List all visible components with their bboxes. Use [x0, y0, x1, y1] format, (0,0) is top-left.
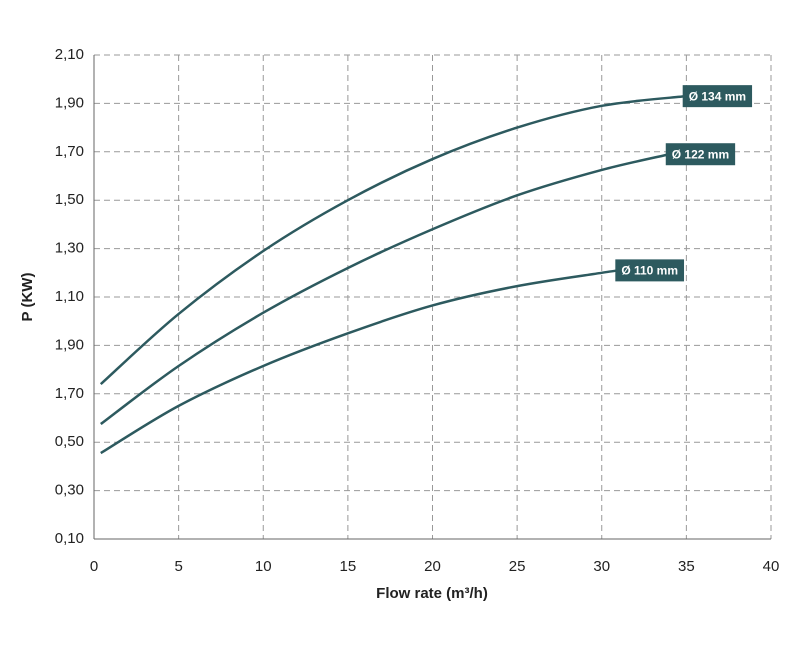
y-tick-label: 1,90: [55, 336, 84, 353]
x-tick-label: 40: [763, 558, 780, 575]
x-tick-label: 20: [424, 558, 441, 575]
series-line: [100, 269, 619, 455]
y-tick-label: 0,30: [55, 482, 84, 499]
x-axis-title: Flow rate (m³/h): [376, 585, 488, 602]
series-tag-box: [682, 85, 753, 108]
series-tag: Ø 134 mm: [682, 85, 753, 108]
series-tag-label: Ø 122 mm: [672, 147, 729, 161]
series-tag-box: [665, 143, 736, 166]
x-tick-label: 15: [340, 558, 357, 575]
y-tick-label: 1,70: [55, 385, 84, 402]
x-tick-label: 35: [678, 558, 695, 575]
series-tag-label: Ø 110 mm: [621, 264, 678, 278]
x-tick-label: 5: [174, 558, 182, 575]
y-axis-title: P (KW): [19, 273, 36, 322]
series-tag-box: [615, 259, 685, 282]
series-line: [99, 94, 687, 386]
y-tick-label: 1,30: [55, 240, 84, 257]
x-tick-label: 30: [593, 558, 610, 575]
x-tick-label: 10: [255, 558, 272, 575]
y-tick-label: 1,50: [55, 191, 84, 208]
y-tick-label: 0,10: [55, 530, 84, 547]
series-line: [100, 153, 670, 426]
x-tick-label: 25: [509, 558, 526, 575]
y-tick-label: 1,70: [55, 143, 84, 160]
y-tick-label: 0,50: [55, 433, 84, 450]
series-tag-label: Ø 134 mm: [689, 89, 746, 103]
y-tick-label: 1,90: [55, 94, 84, 111]
x-tick-label: 0: [90, 558, 98, 575]
y-tick-label: 1,10: [55, 288, 84, 305]
y-tick-label: 2,10: [55, 46, 84, 63]
series-tag: Ø 110 mm: [615, 259, 685, 282]
series-tag: Ø 122 mm: [665, 143, 736, 166]
